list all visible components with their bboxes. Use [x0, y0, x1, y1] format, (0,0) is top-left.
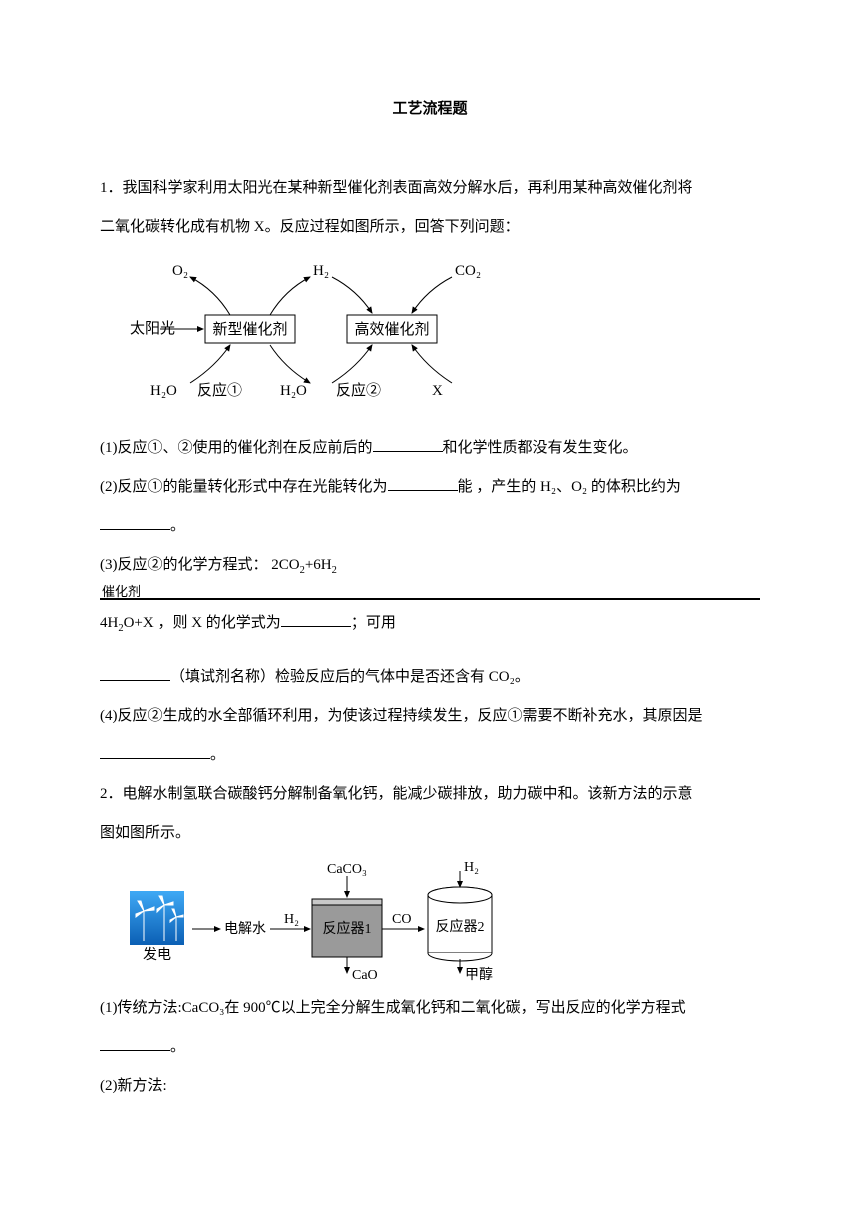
blank-2	[388, 475, 458, 491]
blank-5	[100, 665, 170, 681]
q1-diagram: 新型催化剂 高效催化剂 太阳光 O₂ H₂ H₂O 反应① H₂O CO₂	[130, 255, 760, 421]
co2-label: CO₂	[455, 263, 481, 279]
q2-intro-line2: 图如图所示。	[100, 814, 760, 853]
h2-lbl: H₂	[284, 912, 299, 927]
eq-right: 4H	[100, 615, 118, 631]
h2o-right-label: H₂O	[280, 383, 307, 399]
page-container: 工艺流程题 1．我国科学家利用太阳光在某种新型催化剂表面高效分解水后，再利用某种…	[0, 0, 860, 1146]
blank-1	[373, 436, 443, 452]
blank-4	[281, 611, 351, 627]
x-label: X	[432, 383, 443, 399]
sunlight-label: 太阳光	[130, 320, 175, 337]
h2-label: H₂	[313, 263, 329, 279]
wind-icon-block: 发电	[130, 861, 184, 967]
equation: 2CO2+6H2	[271, 557, 340, 573]
eq-tail: O+X	[124, 615, 154, 631]
cao-label: CaO	[352, 968, 378, 981]
q1-p2-text-c: 。	[170, 518, 185, 534]
rxn2-label: 反应②	[336, 381, 381, 399]
o2-label: O₂	[172, 263, 188, 279]
q1-part3b: （填试剂名称）检验反应后的气体中是否还含有 CO₂。	[100, 658, 760, 697]
cat2-label: 高效催化剂	[354, 321, 429, 338]
q1-part3: (3)反应②的化学方程式： 2CO2+6H2	[100, 546, 760, 585]
q1-p1-text-a: (1)反应①、②使用的催化剂在反应前后的	[100, 440, 373, 456]
q1-part4: (4)反应②生成的水全部循环利用，为使该过程持续发生，反应①需要不断补充水，其原…	[100, 697, 760, 736]
blank-7	[100, 1035, 170, 1051]
q2-p1-text-a: (1)传统方法:CaCO₃在 900℃以上完全分解生成氧化钙和二氧化碳，写出反应…	[100, 1000, 686, 1016]
meoh-label: 甲醇	[465, 966, 493, 981]
elec-label: 电解水	[224, 921, 266, 937]
q2-intro-line1: 2．电解水制氢联合碳酸钙分解制备氧化钙，能减少碳排放，助力碳中和。该新方法的示意	[100, 775, 760, 814]
q1-part4b: 。	[100, 736, 760, 775]
cat1-label: 新型催化剂	[212, 321, 287, 338]
q2-p1-text-b: 。	[170, 1039, 185, 1055]
page-title: 工艺流程题	[100, 90, 760, 129]
caco3-label: CaCO₃	[327, 862, 367, 877]
q1-p4-text-b: 。	[210, 747, 225, 763]
q1-p3-text-c: ；可用	[351, 615, 396, 631]
blank-6	[100, 743, 210, 759]
q1-intro-line2: 二氧化碳转化成有机物 X。反应过程如图所示，回答下列问题：	[100, 208, 760, 247]
q1-p3-text-b: ，则 X 的化学式为	[157, 615, 280, 631]
q1-part2: (2)反应①的能量转化形式中存在光能转化为 能 ，产生的 H₂、O₂ 的体积比约为	[100, 468, 760, 507]
blank-3	[100, 514, 170, 530]
eq-catalyst: 催化剂	[100, 585, 760, 599]
rxn1-label: 反应①	[197, 381, 242, 399]
q1-p4-text-a: (4)反应②生成的水全部循环利用，为使该过程持续发生，反应①需要不断补充水，其原…	[100, 708, 703, 724]
q2-part2: (2)新方法:	[100, 1067, 760, 1106]
h2-top-label: H₂	[464, 861, 479, 875]
h2o-left-label: H₂O	[150, 383, 177, 399]
reactor2-label: 反应器2	[436, 918, 485, 935]
q1-part1: (1)反应①、②使用的催化剂在反应前后的 和化学性质都没有发生变化。	[100, 429, 760, 468]
reactor1-label: 反应器1	[323, 920, 372, 937]
q1-intro-line1: 1．我国科学家利用太阳光在某种新型催化剂表面高效分解水后，再利用某种高效催化剂将	[100, 169, 760, 208]
q1-p1-text-b: 和化学性质都没有发生变化。	[443, 440, 638, 456]
q1-p3-text-a: (3)反应②的化学方程式：	[100, 557, 268, 573]
wind-power-icon	[130, 891, 184, 945]
q2-part1: (1)传统方法:CaCO₃在 900℃以上完全分解生成氧化钙和二氧化碳，写出反应…	[100, 989, 760, 1028]
q2-part1b: 。	[100, 1028, 760, 1067]
q1-part2b: 。	[100, 507, 760, 546]
eq-left: 2CO	[271, 557, 299, 573]
eq-mid: +6H	[305, 557, 332, 573]
gen-label: 发电	[130, 945, 184, 967]
q1-p2-text-b: 能 ，产生的 H₂、O₂ 的体积比约为	[458, 479, 681, 495]
q2-diagram: 发电 电解水 H₂ 反应器1 CaCO₃ CaO	[130, 861, 760, 981]
q1-p3-text-d: （填试剂名称）检验反应后的气体中是否还含有 CO₂。	[170, 669, 530, 685]
co-label: CO	[392, 912, 411, 927]
q1-p2-text-a: (2)反应①的能量转化形式中存在光能转化为	[100, 479, 388, 495]
